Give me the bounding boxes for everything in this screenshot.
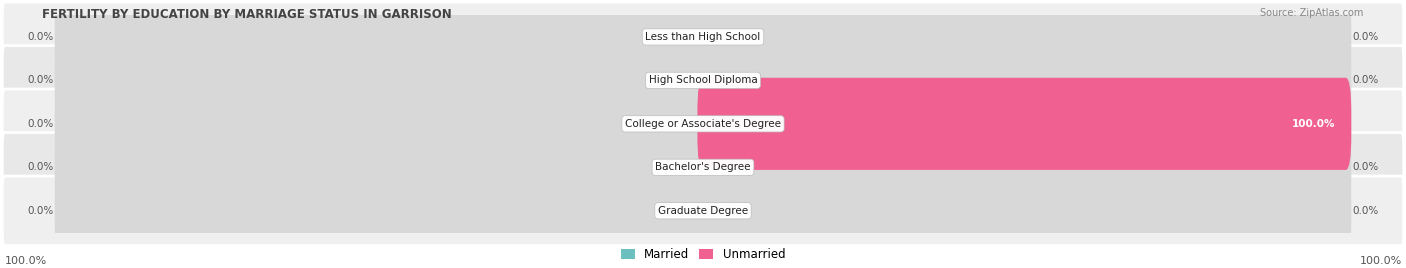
FancyBboxPatch shape bbox=[3, 46, 1403, 115]
Text: 0.0%: 0.0% bbox=[27, 162, 53, 172]
FancyBboxPatch shape bbox=[55, 0, 709, 83]
Text: 0.0%: 0.0% bbox=[1353, 32, 1379, 42]
Text: 100.0%: 100.0% bbox=[1360, 256, 1402, 266]
Text: 100.0%: 100.0% bbox=[4, 256, 46, 266]
Text: 0.0%: 0.0% bbox=[27, 32, 53, 42]
Text: Graduate Degree: Graduate Degree bbox=[658, 206, 748, 216]
Text: 0.0%: 0.0% bbox=[27, 206, 53, 216]
Text: FERTILITY BY EDUCATION BY MARRIAGE STATUS IN GARRISON: FERTILITY BY EDUCATION BY MARRIAGE STATU… bbox=[42, 8, 451, 21]
Text: 0.0%: 0.0% bbox=[27, 119, 53, 129]
Text: Bachelor's Degree: Bachelor's Degree bbox=[655, 162, 751, 172]
FancyBboxPatch shape bbox=[55, 78, 709, 170]
Text: 0.0%: 0.0% bbox=[27, 75, 53, 85]
Text: 0.0%: 0.0% bbox=[1353, 206, 1379, 216]
Text: 0.0%: 0.0% bbox=[1353, 75, 1379, 85]
FancyBboxPatch shape bbox=[55, 34, 709, 126]
FancyBboxPatch shape bbox=[55, 165, 709, 257]
FancyBboxPatch shape bbox=[697, 78, 1351, 170]
FancyBboxPatch shape bbox=[697, 121, 1351, 213]
FancyBboxPatch shape bbox=[3, 2, 1403, 72]
FancyBboxPatch shape bbox=[697, 34, 1351, 126]
Text: High School Diploma: High School Diploma bbox=[648, 75, 758, 85]
Text: Less than High School: Less than High School bbox=[645, 32, 761, 42]
Text: 0.0%: 0.0% bbox=[1353, 162, 1379, 172]
FancyBboxPatch shape bbox=[55, 121, 709, 213]
Legend: Married, Unmarried: Married, Unmarried bbox=[616, 243, 790, 266]
Text: Source: ZipAtlas.com: Source: ZipAtlas.com bbox=[1260, 8, 1364, 18]
FancyBboxPatch shape bbox=[3, 89, 1403, 159]
Text: College or Associate's Degree: College or Associate's Degree bbox=[626, 119, 780, 129]
FancyBboxPatch shape bbox=[697, 165, 1351, 257]
FancyBboxPatch shape bbox=[697, 78, 1351, 170]
FancyBboxPatch shape bbox=[697, 0, 1351, 83]
FancyBboxPatch shape bbox=[3, 133, 1403, 202]
FancyBboxPatch shape bbox=[3, 176, 1403, 245]
Text: 100.0%: 100.0% bbox=[1292, 119, 1336, 129]
